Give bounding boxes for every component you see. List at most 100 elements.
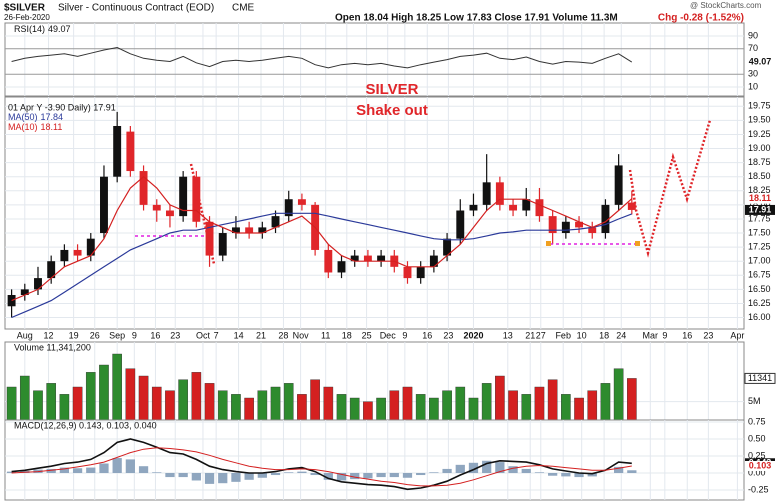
histogram-bar bbox=[178, 473, 188, 478]
source: @ StockCharts.com bbox=[690, 1, 762, 10]
volume-bar bbox=[521, 394, 532, 421]
volume-bar bbox=[59, 394, 70, 421]
volume-bar bbox=[349, 397, 360, 421]
histogram-bar bbox=[6, 471, 17, 473]
volume-bar bbox=[231, 394, 241, 421]
marker bbox=[635, 241, 640, 246]
volume-bar bbox=[257, 390, 268, 421]
legend-entry: MA(50) 17.84 bbox=[8, 112, 63, 122]
x-tick-label: 16 bbox=[150, 330, 160, 340]
histogram-bar bbox=[614, 466, 624, 473]
volume-bar bbox=[547, 379, 558, 421]
histogram-bar bbox=[125, 459, 135, 473]
legend-name: MA(10) bbox=[8, 122, 38, 132]
candle-body bbox=[179, 176, 188, 217]
y-tick-label: 19.50 bbox=[748, 115, 771, 125]
histogram-bar bbox=[231, 473, 241, 482]
histogram-bar bbox=[402, 473, 413, 478]
macd-line bbox=[11, 438, 632, 491]
panels: 19.75 19.50 19.25 19.00 18.75 18.50 18.25 18.00… bbox=[4, 22, 776, 501]
candle-body bbox=[535, 199, 544, 217]
candle-body bbox=[113, 125, 122, 177]
candle-body bbox=[337, 261, 346, 273]
candle-body bbox=[588, 227, 597, 234]
histogram-bar bbox=[548, 473, 558, 476]
histogram-bar bbox=[627, 470, 637, 473]
volume-bar bbox=[112, 353, 122, 421]
candle-body bbox=[271, 216, 280, 228]
volume-bar bbox=[600, 383, 611, 421]
volume-bar bbox=[363, 401, 373, 421]
candle-body bbox=[456, 210, 465, 239]
candle-body bbox=[297, 199, 306, 205]
y-tick-label: 90 bbox=[748, 30, 758, 40]
last-value-label: 49.07 bbox=[749, 56, 772, 66]
last-value-box bbox=[745, 460, 775, 471]
histogram-bar bbox=[376, 473, 386, 478]
histogram-bar bbox=[534, 472, 545, 473]
x-tick-label: 9 bbox=[662, 330, 667, 340]
macd-line bbox=[11, 447, 632, 487]
histogram-bar bbox=[574, 473, 584, 478]
y-tick-label: 16.25 bbox=[748, 298, 771, 308]
x-tick-label: Aug bbox=[17, 330, 33, 340]
histogram-bar bbox=[350, 473, 360, 480]
histogram-bar bbox=[416, 473, 426, 476]
annotation: SILVER bbox=[365, 81, 418, 98]
histogram-bar bbox=[429, 472, 439, 473]
x-tick-label: 26 bbox=[90, 330, 100, 340]
annotation: Shake out bbox=[356, 102, 428, 119]
x-tick-label: Dec bbox=[380, 330, 397, 340]
histogram-bar bbox=[204, 473, 215, 484]
candle-body bbox=[165, 210, 174, 217]
volume-bar bbox=[574, 397, 584, 421]
volume-bar bbox=[627, 378, 637, 421]
candle-body bbox=[363, 255, 372, 262]
x-tick-label: 2020 bbox=[463, 330, 483, 340]
histogram-bar bbox=[587, 473, 597, 477]
x-tick-label: 9 bbox=[402, 330, 407, 340]
histogram-bar bbox=[59, 467, 70, 473]
histogram-bar bbox=[336, 473, 347, 481]
candle-body bbox=[324, 249, 333, 273]
date: 26-Feb-2020 bbox=[4, 13, 50, 22]
panel-title-name: RSI(14) bbox=[14, 24, 45, 34]
candle-body bbox=[561, 221, 570, 234]
histogram-bar bbox=[561, 473, 571, 477]
x-tick-label: 16 bbox=[682, 330, 692, 340]
y-tick-label: 17.75 bbox=[748, 213, 771, 223]
volume-bar bbox=[481, 383, 492, 421]
volume-bar bbox=[191, 372, 202, 421]
candle-body bbox=[205, 221, 214, 256]
panel-title: Volume 11,341,200 bbox=[14, 342, 91, 352]
y-tick-label: 18.75 bbox=[748, 157, 771, 167]
symbol: $SILVER bbox=[4, 3, 46, 14]
candle-body bbox=[429, 255, 438, 267]
x-tick-label: 21 bbox=[256, 330, 266, 340]
histogram-bar bbox=[468, 462, 479, 473]
histogram-bar bbox=[152, 472, 162, 473]
ma-line bbox=[11, 212, 633, 319]
x-tick-label: 16 bbox=[422, 330, 432, 340]
x-tick-label: Mar bbox=[643, 330, 659, 340]
x-tick-label: 18 bbox=[599, 330, 609, 340]
volume-bar bbox=[178, 379, 188, 421]
quote: Open 18.04 High 18.25 Low 17.83 Close 17… bbox=[335, 13, 618, 24]
last-value-label: 18.11 bbox=[749, 193, 771, 203]
volume-bar bbox=[389, 390, 400, 421]
candle-body bbox=[126, 131, 135, 172]
projection bbox=[628, 119, 712, 258]
candle-body bbox=[73, 249, 82, 256]
volume-bar bbox=[217, 390, 228, 421]
histogram-bar bbox=[138, 466, 149, 473]
y-tick-label: 18.50 bbox=[748, 171, 771, 181]
x-tick-label: 23 bbox=[703, 330, 713, 340]
histogram-bar bbox=[363, 473, 373, 479]
histogram-bar bbox=[86, 467, 96, 473]
y-tick-label: 18.00 bbox=[748, 199, 771, 209]
histogram-bar bbox=[495, 462, 505, 473]
x-tick-label: 24 bbox=[616, 330, 626, 340]
candle-body bbox=[100, 176, 108, 234]
y-tick-label: 0.25 bbox=[748, 450, 766, 460]
histogram-bar bbox=[455, 464, 465, 473]
